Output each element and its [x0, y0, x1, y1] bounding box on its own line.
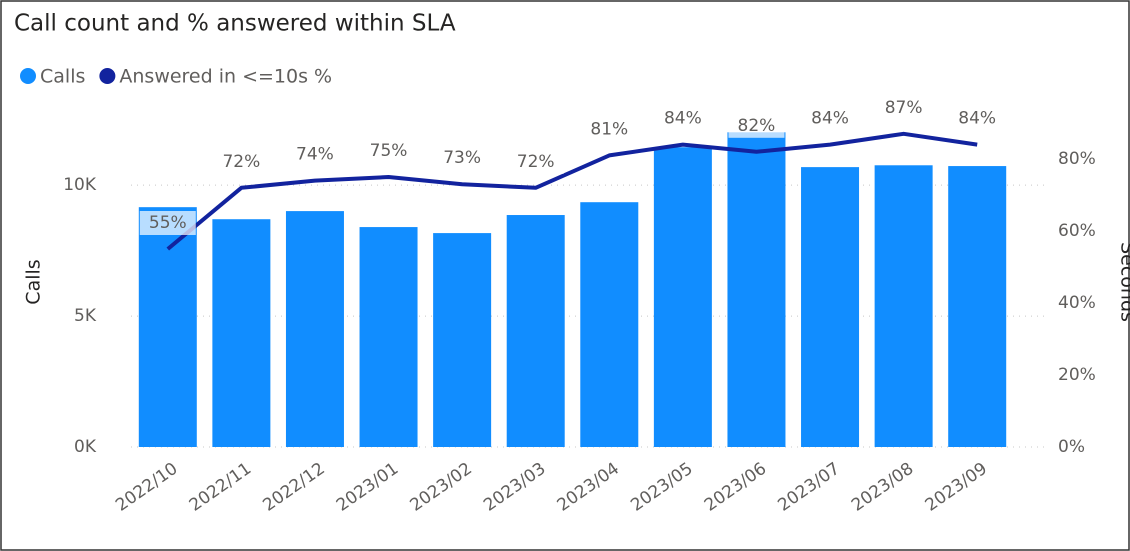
data-label-text: 82%	[738, 116, 776, 136]
data-label-bg	[875, 95, 932, 120]
data-label-bg	[139, 211, 196, 235]
data-label-text: 74%	[296, 145, 334, 165]
data-label-text: 87%	[885, 98, 923, 118]
data-label-bg	[507, 149, 564, 174]
y-tick-label: 0K	[74, 437, 97, 457]
bar	[433, 233, 492, 447]
legend-label: Calls	[40, 66, 85, 88]
bar	[359, 227, 418, 447]
bar	[285, 211, 344, 447]
data-label-bg	[581, 117, 638, 142]
bar	[727, 132, 786, 447]
y2-tick-label: 80%	[1058, 149, 1096, 169]
legend-label: Answered in <=10s %	[119, 66, 332, 88]
bar	[801, 167, 860, 447]
y2-tick-label: 40%	[1058, 293, 1096, 313]
y2-tick-label: 20%	[1058, 365, 1096, 385]
y2-tick-label: 0%	[1058, 437, 1085, 457]
data-label-text: 73%	[443, 148, 481, 168]
data-label: 82%	[728, 113, 785, 138]
y2-tick-label: 60%	[1058, 221, 1096, 241]
data-label: 84%	[802, 106, 859, 131]
data-label-text: 81%	[590, 119, 628, 139]
data-label: 72%	[507, 149, 564, 174]
bar	[580, 202, 639, 447]
line	[166, 131, 978, 251]
data-label-bg	[654, 106, 711, 131]
bar	[212, 219, 271, 447]
data-label-bg	[728, 113, 785, 138]
bar	[138, 207, 197, 447]
data-label-text: 55%	[149, 213, 187, 233]
legend-marker	[99, 68, 116, 84]
data-label-text: 84%	[664, 109, 702, 129]
data-label-text: 75%	[370, 141, 408, 161]
data-label: 75%	[360, 139, 417, 163]
data-label-text: 84%	[958, 109, 996, 129]
data-label: 72%	[213, 149, 270, 174]
y2-axis-title: Seconds	[1117, 242, 1130, 322]
data-label-bg	[286, 142, 343, 167]
data-label-bg	[434, 146, 491, 171]
data-label-bg	[949, 106, 1006, 131]
chart-title: Call count and % answered within SLA	[14, 11, 456, 37]
y-axis-title: Calls	[23, 259, 45, 304]
y-tick-label: 5K	[74, 306, 97, 326]
data-label: 84%	[949, 106, 1006, 131]
data-label: 84%	[654, 106, 711, 131]
data-label-bg	[360, 139, 417, 163]
bar	[948, 166, 1007, 447]
data-label: 55%	[139, 211, 196, 235]
data-label-text: 72%	[222, 152, 260, 172]
bar	[874, 165, 933, 447]
data-label-bg	[213, 149, 270, 174]
data-label: 87%	[875, 95, 932, 120]
data-label-text: 84%	[811, 109, 849, 129]
bar	[506, 215, 565, 447]
legend-marker	[20, 68, 36, 84]
data-label: 81%	[581, 117, 638, 142]
data-label: 74%	[286, 142, 343, 167]
data-label-bg	[802, 106, 859, 131]
data-label-text: 72%	[517, 152, 555, 172]
data-label: 73%	[434, 146, 491, 171]
bar	[653, 147, 712, 447]
y-tick-label: 10K	[63, 175, 97, 195]
